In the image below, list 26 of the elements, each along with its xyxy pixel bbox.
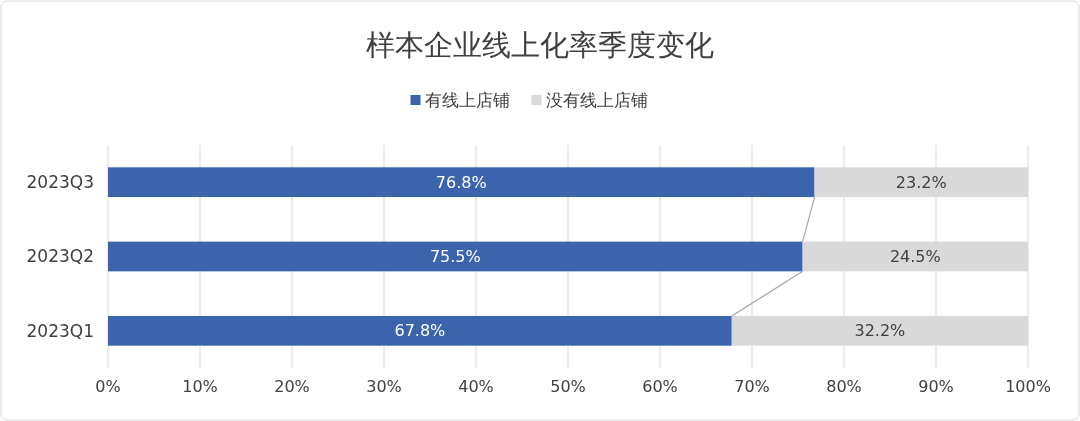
x-tick-label: 0% — [95, 377, 121, 396]
x-tick-label: 60% — [642, 377, 678, 396]
x-tick-label: 90% — [918, 377, 954, 396]
text: 24.5% — [889, 247, 941, 267]
legend-label: 没有线上店铺 — [545, 89, 648, 110]
y-tick-label: 2023Q1 — [26, 320, 94, 341]
x-tick-label: 30% — [366, 377, 402, 396]
x-tick-label: 80% — [826, 377, 862, 396]
text: 32.2% — [854, 321, 906, 341]
bar — [108, 167, 815, 198]
x-tick-label: 40% — [458, 377, 494, 396]
x-tick-label: 10% — [182, 377, 218, 396]
y-tick-label: 2023Q3 — [26, 172, 94, 193]
text: 75.5% — [429, 247, 481, 267]
legend-label: 有线上店铺 — [424, 89, 510, 110]
x-tick-label: 70% — [734, 377, 770, 396]
chart-title: 样本企业线上化率季度变化 — [366, 28, 714, 62]
text: 76.8% — [435, 172, 487, 192]
bar — [108, 315, 732, 346]
x-tick-label: 20% — [274, 377, 310, 396]
x-tick-label: 100% — [1005, 377, 1051, 396]
bar — [108, 241, 803, 272]
text: 67.8% — [394, 321, 446, 341]
text: 23.2% — [895, 172, 947, 192]
y-tick-label: 2023Q2 — [26, 246, 94, 267]
x-tick-label: 50% — [550, 377, 586, 396]
